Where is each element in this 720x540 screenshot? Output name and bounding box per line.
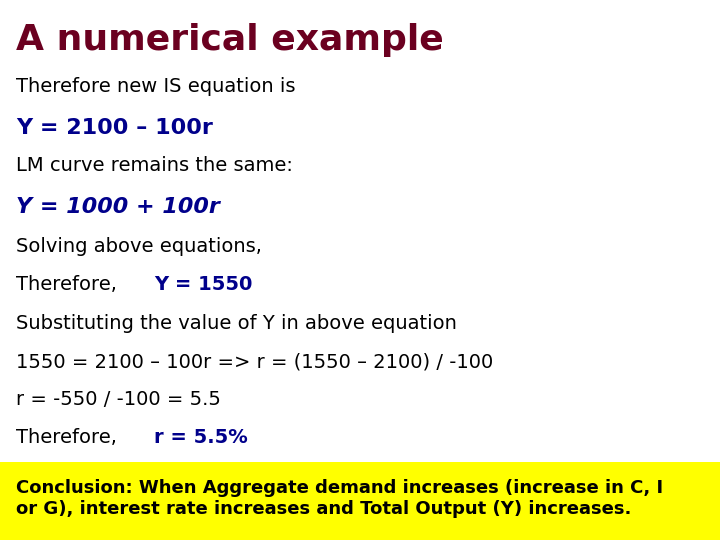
Bar: [0, 462, 720, 540]
Text: r = -550 / -100 = 5.5: r = -550 / -100 = 5.5: [16, 390, 221, 409]
Text: Substituting the value of Y in above equation: Substituting the value of Y in above equ…: [16, 314, 456, 333]
Text: 1550 = 2100 – 100r => r = (1550 – 2100) / -100: 1550 = 2100 – 100r => r = (1550 – 2100) …: [16, 352, 493, 371]
Text: Y = 1550: Y = 1550: [154, 275, 253, 294]
Text: Y = 2100 – 100r: Y = 2100 – 100r: [16, 118, 212, 138]
Text: LM curve remains the same:: LM curve remains the same:: [16, 156, 293, 174]
Text: Therefore new IS equation is: Therefore new IS equation is: [16, 77, 295, 96]
Text: A numerical example: A numerical example: [16, 23, 444, 57]
Text: Therefore,: Therefore,: [16, 428, 123, 447]
Text: Conclusion: When Aggregate demand increases (increase in C, I
or G), interest ra: Conclusion: When Aggregate demand increa…: [16, 479, 663, 517]
Text: Solving above equations,: Solving above equations,: [16, 237, 261, 255]
Text: Y = 1000 + 100r: Y = 1000 + 100r: [16, 197, 220, 217]
Text: r = 5.5%: r = 5.5%: [154, 428, 248, 447]
Text: Therefore,: Therefore,: [16, 275, 123, 294]
